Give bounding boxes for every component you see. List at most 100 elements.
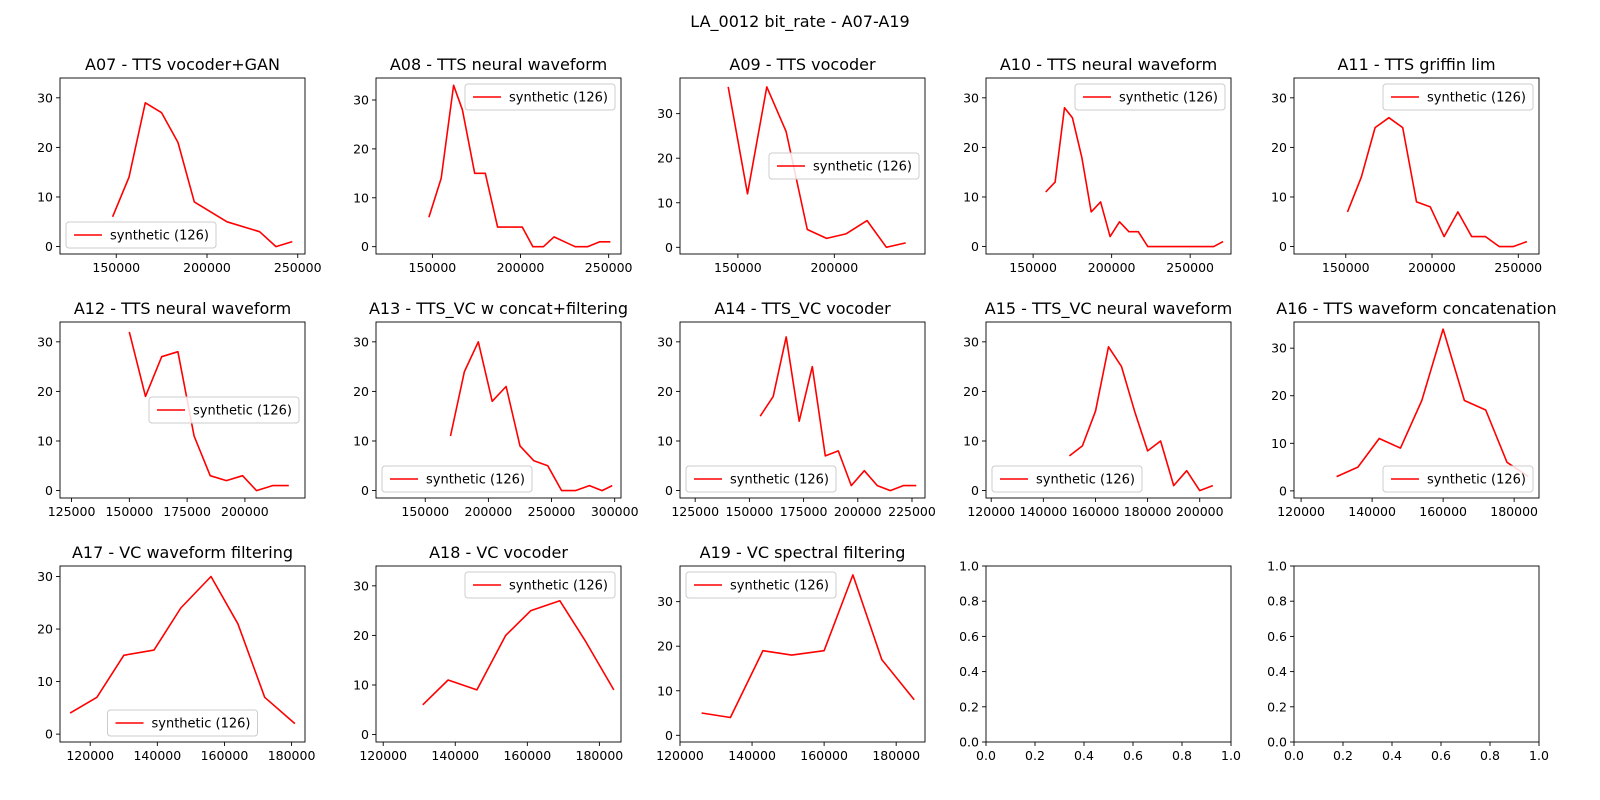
legend: synthetic (126) [464, 571, 616, 599]
x-tick-label: 0.6 [1123, 748, 1143, 763]
x-tick-label: 200000 [183, 260, 231, 275]
subplot-14: 0.0 0.2 0.4 0.6 0.8 1.0 0.0 0.2 0.4 0.6 0.8 1.0 [959, 559, 1241, 764]
x-tick-label: 160000 [1419, 504, 1467, 519]
axes-frame [1293, 565, 1540, 743]
x-tick-label: 125000 [671, 504, 719, 519]
y-tick-label: 10 [1271, 189, 1287, 204]
y-tick-label: 30 [353, 334, 369, 349]
y-tick-label: 30 [37, 334, 53, 349]
x-tick-label: 0.0 [976, 748, 996, 763]
legend: synthetic (126) [107, 709, 258, 737]
y-tick-label: 0 [361, 239, 369, 254]
axes-frame [59, 565, 306, 743]
x-tick-label: 140000 [728, 748, 776, 763]
axes-frame [985, 565, 1232, 743]
y-tick-label: 20 [353, 384, 369, 399]
x-tick-label: 125000 [48, 504, 96, 519]
x-tick-label: 250000 [528, 504, 576, 519]
x-tick-label: 120000 [66, 748, 114, 763]
x-tick-label: 200000 [221, 504, 269, 519]
y-tick-label: 30 [37, 90, 53, 105]
subplot-title: A18 - VC vocoder [429, 543, 568, 562]
y-tick-label: 30 [657, 334, 673, 349]
y-tick-label: 20 [37, 140, 53, 155]
axes-frame [1293, 321, 1540, 499]
x-tick-label: 160000 [800, 748, 848, 763]
y-tick-label: 0 [971, 483, 979, 498]
x-tick-label: 180000 [872, 748, 920, 763]
x-tick-label: 140000 [133, 748, 181, 763]
x-tick-label: 140000 [431, 748, 479, 763]
y-tick-label: 0 [361, 483, 369, 498]
y-tick-label: 20 [963, 384, 979, 399]
legend-box [991, 465, 1143, 493]
legend: synthetic (126) [1382, 465, 1534, 493]
legend-box [464, 83, 616, 111]
legend-label: synthetic (126) [730, 579, 829, 594]
x-tick-label: 140000 [1019, 504, 1067, 519]
y-tick-label: 10 [37, 433, 53, 448]
subplot-8: A14 - TTS_VC vocoder 125000 150000 175000 20… [657, 299, 936, 519]
y-tick-label: 0.8 [1267, 594, 1287, 609]
legend-box [148, 396, 300, 424]
x-tick-label: 150000 [409, 260, 457, 275]
y-tick-label: 30 [353, 578, 369, 593]
y-tick-label: 30 [963, 90, 979, 105]
x-tick-label: 300000 [591, 504, 639, 519]
y-tick-label: 0.2 [1267, 699, 1287, 714]
axes-frame [679, 77, 926, 255]
x-tick-label: 180000 [1490, 504, 1538, 519]
series-line [1045, 106, 1224, 248]
subplot-title: A13 - TTS_VC w concat+filtering [369, 299, 628, 319]
legend: synthetic (126) [685, 465, 837, 493]
subplot-6: A12 - TTS neural waveform 125000 150000 175… [37, 299, 306, 519]
y-tick-label: 20 [657, 151, 673, 166]
series-line [428, 84, 611, 248]
legend-box [1382, 465, 1534, 493]
axes-frame [59, 77, 306, 255]
legend-label: synthetic (126) [110, 229, 209, 244]
y-tick-label: 20 [1271, 140, 1287, 155]
subplot-3: A09 - TTS vocoder 150000 200000 0 10 20 30 synt… [657, 55, 926, 275]
y-tick-label: 0.4 [1267, 664, 1287, 679]
x-tick-label: 0.8 [1172, 748, 1192, 763]
y-tick-label: 30 [657, 106, 673, 121]
y-tick-label: 20 [37, 622, 53, 637]
subplot-title: A14 - TTS_VC vocoder [714, 299, 891, 319]
legend: synthetic (126) [65, 221, 217, 249]
subplot-title: A16 - TTS waveform concatenation [1276, 299, 1556, 318]
y-tick-label: 30 [963, 334, 979, 349]
x-tick-label: 1.0 [1529, 748, 1549, 763]
y-tick-label: 0 [1279, 483, 1287, 498]
legend-box [1074, 83, 1226, 111]
x-tick-label: 250000 [1166, 260, 1214, 275]
legend-box [65, 221, 217, 249]
x-tick-label: 1.0 [1221, 748, 1241, 763]
y-tick-label: 10 [37, 674, 53, 689]
x-tick-label: 140000 [1348, 504, 1396, 519]
series-line [1346, 116, 1528, 248]
series-line [69, 575, 296, 725]
x-tick-label: 250000 [274, 260, 322, 275]
series-line [449, 340, 613, 492]
x-tick-label: 120000 [656, 748, 704, 763]
legend-label: synthetic (126) [509, 579, 608, 594]
legend-box [768, 152, 920, 180]
legend-label: synthetic (126) [813, 160, 912, 175]
y-tick-label: 10 [353, 190, 369, 205]
y-tick-label: 10 [657, 433, 673, 448]
legend-label: synthetic (126) [1119, 91, 1218, 106]
axes-frame [375, 77, 622, 255]
y-tick-label: 0.4 [959, 664, 979, 679]
subplot-title: A07 - TTS vocoder+GAN [85, 55, 280, 74]
x-tick-label: 150000 [1322, 260, 1370, 275]
x-tick-label: 0.2 [1025, 748, 1045, 763]
x-tick-label: 150000 [726, 504, 774, 519]
x-tick-label: 150000 [92, 260, 140, 275]
subplot-15: 0.0 0.2 0.4 0.6 0.8 1.0 0.0 0.2 0.4 0.6 0.8 1.0 [1267, 559, 1549, 764]
x-tick-label: 0.2 [1333, 748, 1353, 763]
y-tick-label: 0.0 [1267, 735, 1287, 750]
y-tick-label: 30 [1271, 90, 1287, 105]
y-tick-label: 10 [657, 683, 673, 698]
